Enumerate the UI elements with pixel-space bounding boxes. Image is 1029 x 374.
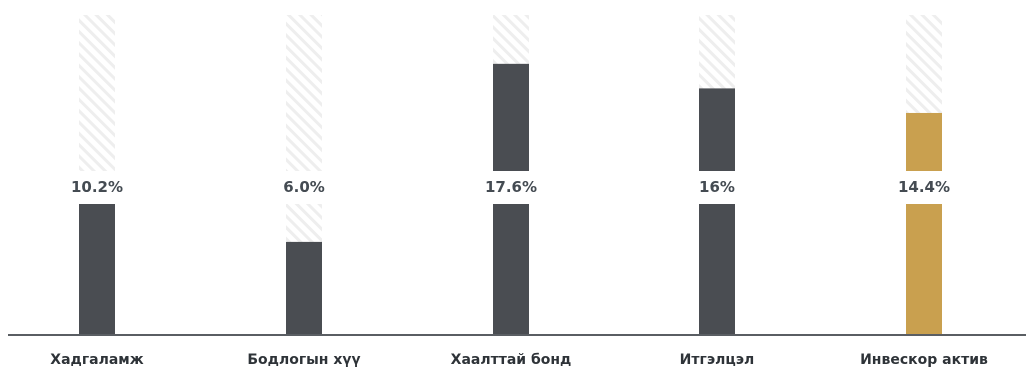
x-tick-label: Хаалттай бонд: [451, 352, 572, 368]
x-tick-label: Хадгаламж: [50, 352, 143, 368]
x-tick-label: Инвескор актив: [860, 352, 988, 368]
data-label: 6.0%: [283, 178, 325, 196]
data-label: 14.4%: [898, 178, 950, 196]
bar-label-gap: [285, 171, 323, 204]
data-label: 10.2%: [71, 178, 123, 196]
x-tick-label: Итгэлцэл: [680, 352, 755, 368]
data-label: 16%: [699, 178, 735, 196]
data-label: 17.6%: [485, 178, 537, 196]
bar-label-gap: [492, 171, 530, 204]
bar-label-gap: [78, 171, 116, 204]
bar-label-gap: [905, 171, 943, 204]
bar-label-gap: [698, 171, 736, 204]
bar: [286, 241, 322, 334]
value-labels: 10.2% 6.0% 17.6% 16% 14.4%: [71, 178, 950, 196]
bar: [906, 112, 942, 335]
category-labels: Хадгаламж Бодлогын хүү Хаалттай бонд Итгэлц…: [50, 352, 988, 368]
bars: [78, 63, 943, 335]
x-tick-label: Бодлогын хүү: [247, 352, 360, 368]
bar: [699, 88, 735, 335]
